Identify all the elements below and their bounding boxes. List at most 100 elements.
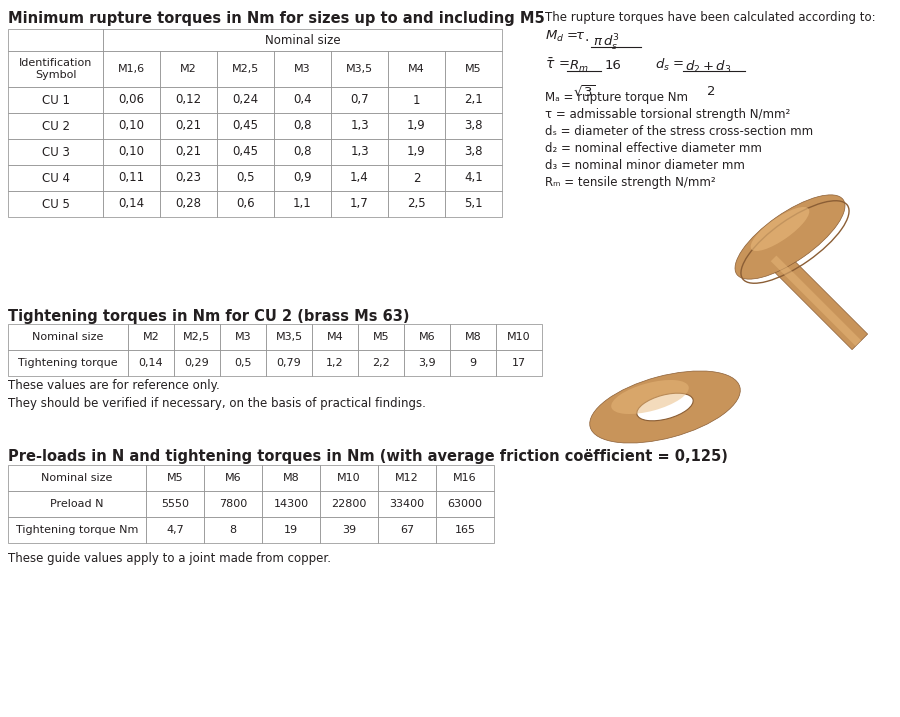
Text: 9: 9 [470,358,477,368]
Bar [103,87,160,113]
Text: 0,11: 0,11 [119,171,145,184]
Text: Identification
Symbol: Identification Symbol [19,58,92,80]
Bar [8,87,103,113]
Text: M3: M3 [235,332,251,342]
Text: 19: 19 [284,525,298,535]
Bar [358,324,404,350]
Text: M6: M6 [225,473,241,483]
Bar [378,465,436,491]
Text: 63000: 63000 [447,499,482,509]
Text: 39: 39 [342,525,356,535]
Text: M3,5: M3,5 [275,332,302,342]
Bar [8,350,128,376]
Text: 1,7: 1,7 [350,197,369,211]
Bar [312,324,358,350]
Text: 0,5: 0,5 [234,358,252,368]
Bar [274,87,331,113]
Text: M2: M2 [142,332,159,342]
Text: These values are for reference only.: These values are for reference only. [8,379,220,392]
Bar [204,491,262,517]
Text: M5: M5 [373,332,390,342]
Bar [404,324,450,350]
Text: M4: M4 [408,64,425,74]
Text: M8: M8 [283,473,300,483]
Text: M6: M6 [418,332,436,342]
Bar [128,324,174,350]
Bar [331,113,388,139]
Bar [445,191,502,217]
Bar [266,350,312,376]
Bar [436,491,494,517]
Text: Tightening torque: Tightening torque [18,358,118,368]
Text: 1,3: 1,3 [350,146,369,158]
Bar [8,465,146,491]
Text: $\sqrt{3}$: $\sqrt{3}$ [573,85,595,100]
Text: Nominal size: Nominal size [32,332,104,342]
Bar [160,191,217,217]
Text: $M_d$: $M_d$ [545,29,564,44]
Text: 3,9: 3,9 [418,358,436,368]
Bar [274,51,331,87]
Bar [445,87,502,113]
Ellipse shape [590,371,741,443]
Text: 0,45: 0,45 [232,146,258,158]
Text: M10: M10 [338,473,361,483]
Bar [160,139,217,165]
Text: M8: M8 [464,332,482,342]
Bar [103,191,160,217]
Bar [103,139,160,165]
Text: =: = [673,57,684,70]
Text: 0,10: 0,10 [119,146,145,158]
Bar [217,165,274,191]
Text: 2: 2 [707,85,716,98]
Bar [8,113,103,139]
Text: 0,24: 0,24 [232,93,258,107]
Bar [445,113,502,139]
Text: 67: 67 [400,525,414,535]
Bar [262,465,320,491]
Text: M2,5: M2,5 [232,64,259,74]
Text: 33400: 33400 [390,499,425,509]
Text: Mₐ = rupture torque Nm: Mₐ = rupture torque Nm [545,91,688,104]
Text: M3: M3 [294,64,310,74]
Bar [436,465,494,491]
Bar [331,191,388,217]
Text: 17: 17 [512,358,526,368]
Text: 0,45: 0,45 [232,120,258,133]
Polygon shape [767,250,868,350]
Bar [496,350,542,376]
Text: M16: M16 [454,473,477,483]
Text: CU 4: CU 4 [41,171,69,184]
Bar [378,491,436,517]
Text: 1,3: 1,3 [350,120,369,133]
Text: 2,2: 2,2 [372,358,390,368]
Bar [331,139,388,165]
Text: =: = [559,57,570,70]
Text: 5,1: 5,1 [464,197,482,211]
Text: .: . [585,30,590,44]
Text: Nominal size: Nominal size [41,473,112,483]
Text: M1,6: M1,6 [118,64,145,74]
Text: τ = admissable torsional strength N/mm²: τ = admissable torsional strength N/mm² [545,108,790,121]
Text: CU 2: CU 2 [41,120,69,133]
Bar [274,113,331,139]
Bar [8,491,146,517]
Text: Minimum rupture torques in Nm for sizes up to and including M5: Minimum rupture torques in Nm for sizes … [8,11,544,26]
Bar [8,324,128,350]
Bar [174,324,220,350]
Text: dₛ = diameter of the stress cross-section mm: dₛ = diameter of the stress cross-sectio… [545,125,813,138]
Bar [358,350,404,376]
Text: 0,06: 0,06 [119,93,145,107]
Text: 0,6: 0,6 [236,197,255,211]
Text: 1,2: 1,2 [326,358,344,368]
Bar [217,87,274,113]
Text: 2: 2 [413,171,420,184]
Bar [220,350,266,376]
Bar [388,165,445,191]
Text: $\tau$: $\tau$ [575,29,585,42]
Bar [388,191,445,217]
Text: $\bar{\tau}$: $\bar{\tau}$ [545,57,555,72]
Text: 0,8: 0,8 [293,120,311,133]
Text: 1: 1 [413,93,420,107]
Text: M2: M2 [180,64,197,74]
